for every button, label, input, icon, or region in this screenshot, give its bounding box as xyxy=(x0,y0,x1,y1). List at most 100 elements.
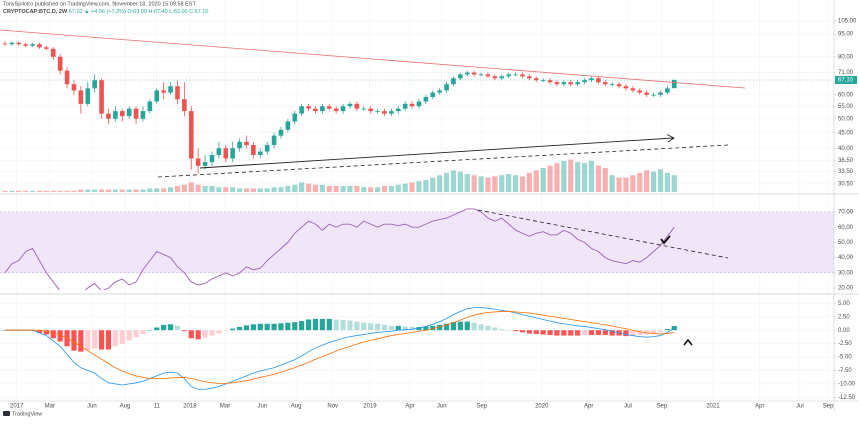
histogram-bar xyxy=(644,330,650,335)
x-tick-label: Sep xyxy=(823,404,834,410)
y-tick-label: 70.00 xyxy=(838,210,854,216)
histogram-bar xyxy=(561,330,567,336)
candle-body xyxy=(416,101,422,107)
candle-body xyxy=(575,82,580,85)
symbol-line: CRYPTOCAP:BTC.D, 2W 67.10 ▲ +4.56 (+7.3%… xyxy=(3,9,208,15)
candle-body xyxy=(340,106,346,112)
macd-line xyxy=(4,307,675,390)
volume-bar xyxy=(554,163,560,192)
volume-bar xyxy=(512,175,519,192)
volume-bar xyxy=(43,190,49,192)
histogram-bar xyxy=(154,327,160,331)
candle-body xyxy=(57,56,63,71)
volume-bar xyxy=(485,177,491,192)
histogram-bar xyxy=(609,330,615,336)
histogram-bar xyxy=(533,330,539,334)
x-tick-label: Apr xyxy=(755,404,764,410)
histogram-bar xyxy=(257,323,263,331)
candle-body xyxy=(264,144,270,152)
histogram-bar xyxy=(568,330,574,336)
y-tick-label: 30.50 xyxy=(838,182,854,188)
volume-bar xyxy=(312,184,319,192)
histogram-bar xyxy=(133,330,139,338)
candle-body xyxy=(671,80,677,89)
histogram-bar xyxy=(423,326,429,331)
candle-body xyxy=(423,96,429,102)
histogram-bar xyxy=(354,321,360,331)
y-tick-label: 50.00 xyxy=(838,240,854,246)
volume-bar xyxy=(292,184,298,192)
volume-bar xyxy=(333,186,339,192)
y-tick-label: 45.00 xyxy=(838,130,854,136)
volume-bar xyxy=(78,189,84,192)
x-tick-label: Mar xyxy=(45,404,55,410)
histogram-bar xyxy=(36,330,43,333)
candle-body xyxy=(464,72,470,75)
candle-body xyxy=(64,70,70,85)
y-tick-label: 33.50 xyxy=(838,169,854,175)
candle-body xyxy=(320,106,325,112)
y-tick-label: 0.00 xyxy=(838,328,850,334)
y-tick-label: 60.00 xyxy=(838,225,854,231)
histogram-bar xyxy=(512,330,519,332)
symbol: CRYPTOCAP:BTC.D, 2W xyxy=(3,9,68,15)
candle-body xyxy=(382,111,387,114)
volume-bar xyxy=(519,176,526,192)
candle-body xyxy=(292,113,298,122)
histogram-bar xyxy=(395,325,401,331)
y-tick-label: 5.00 xyxy=(838,301,850,307)
volume-bar xyxy=(105,189,112,192)
y-tick-label: 36.50 xyxy=(838,158,854,164)
volume-bar xyxy=(644,170,650,192)
histogram-bar xyxy=(202,330,208,338)
volume-bar xyxy=(271,187,277,192)
volume-bar xyxy=(616,177,622,192)
y-tick-label: -7.50 xyxy=(838,368,852,374)
histogram-bar xyxy=(264,323,270,331)
volume-bar xyxy=(112,189,118,192)
histogram-bar xyxy=(188,330,194,339)
histogram-bar xyxy=(540,330,546,335)
candle-body xyxy=(554,82,560,85)
histogram-bar xyxy=(623,330,629,337)
histogram-bar xyxy=(181,330,187,332)
rsi-trend-line xyxy=(477,209,729,259)
candle-body xyxy=(168,86,173,93)
candle-body xyxy=(561,82,567,85)
volume-bar xyxy=(98,189,105,192)
pane xyxy=(0,41,834,192)
x-tick-label: 2020 xyxy=(535,404,549,410)
x-tick-label: Mar xyxy=(220,404,230,410)
volume-bar xyxy=(223,187,229,192)
histogram-bar xyxy=(519,330,526,333)
grid-layer xyxy=(0,0,834,401)
volume-bar xyxy=(623,177,629,192)
candle-body xyxy=(458,74,463,79)
candle-body xyxy=(547,80,553,83)
candle-body xyxy=(471,72,477,75)
macd-line xyxy=(4,311,675,384)
histogram-bar xyxy=(223,330,229,331)
candle-body xyxy=(106,113,111,119)
y-tick-label: 20.00 xyxy=(838,286,854,292)
x-tick-label: Aug xyxy=(291,404,302,410)
volume-bar xyxy=(50,190,56,192)
volume-bar xyxy=(499,175,505,192)
histogram-bar xyxy=(71,330,77,351)
x-tick-label: Jun xyxy=(257,404,267,410)
histogram-bar xyxy=(630,330,636,336)
candle-body xyxy=(665,88,670,93)
histogram-bar xyxy=(161,324,167,331)
histogram-bar xyxy=(312,318,319,331)
candle-body xyxy=(347,103,353,107)
pane xyxy=(0,208,834,290)
volume-bar xyxy=(388,186,394,192)
candle-body xyxy=(71,84,77,91)
candle-body xyxy=(119,111,125,117)
histogram-bar xyxy=(140,330,146,334)
x-tick-label: Jul xyxy=(624,404,632,410)
candle-body xyxy=(492,76,498,79)
histogram-bar xyxy=(637,330,643,336)
histogram-bar xyxy=(195,330,201,340)
candle-body xyxy=(30,44,35,46)
